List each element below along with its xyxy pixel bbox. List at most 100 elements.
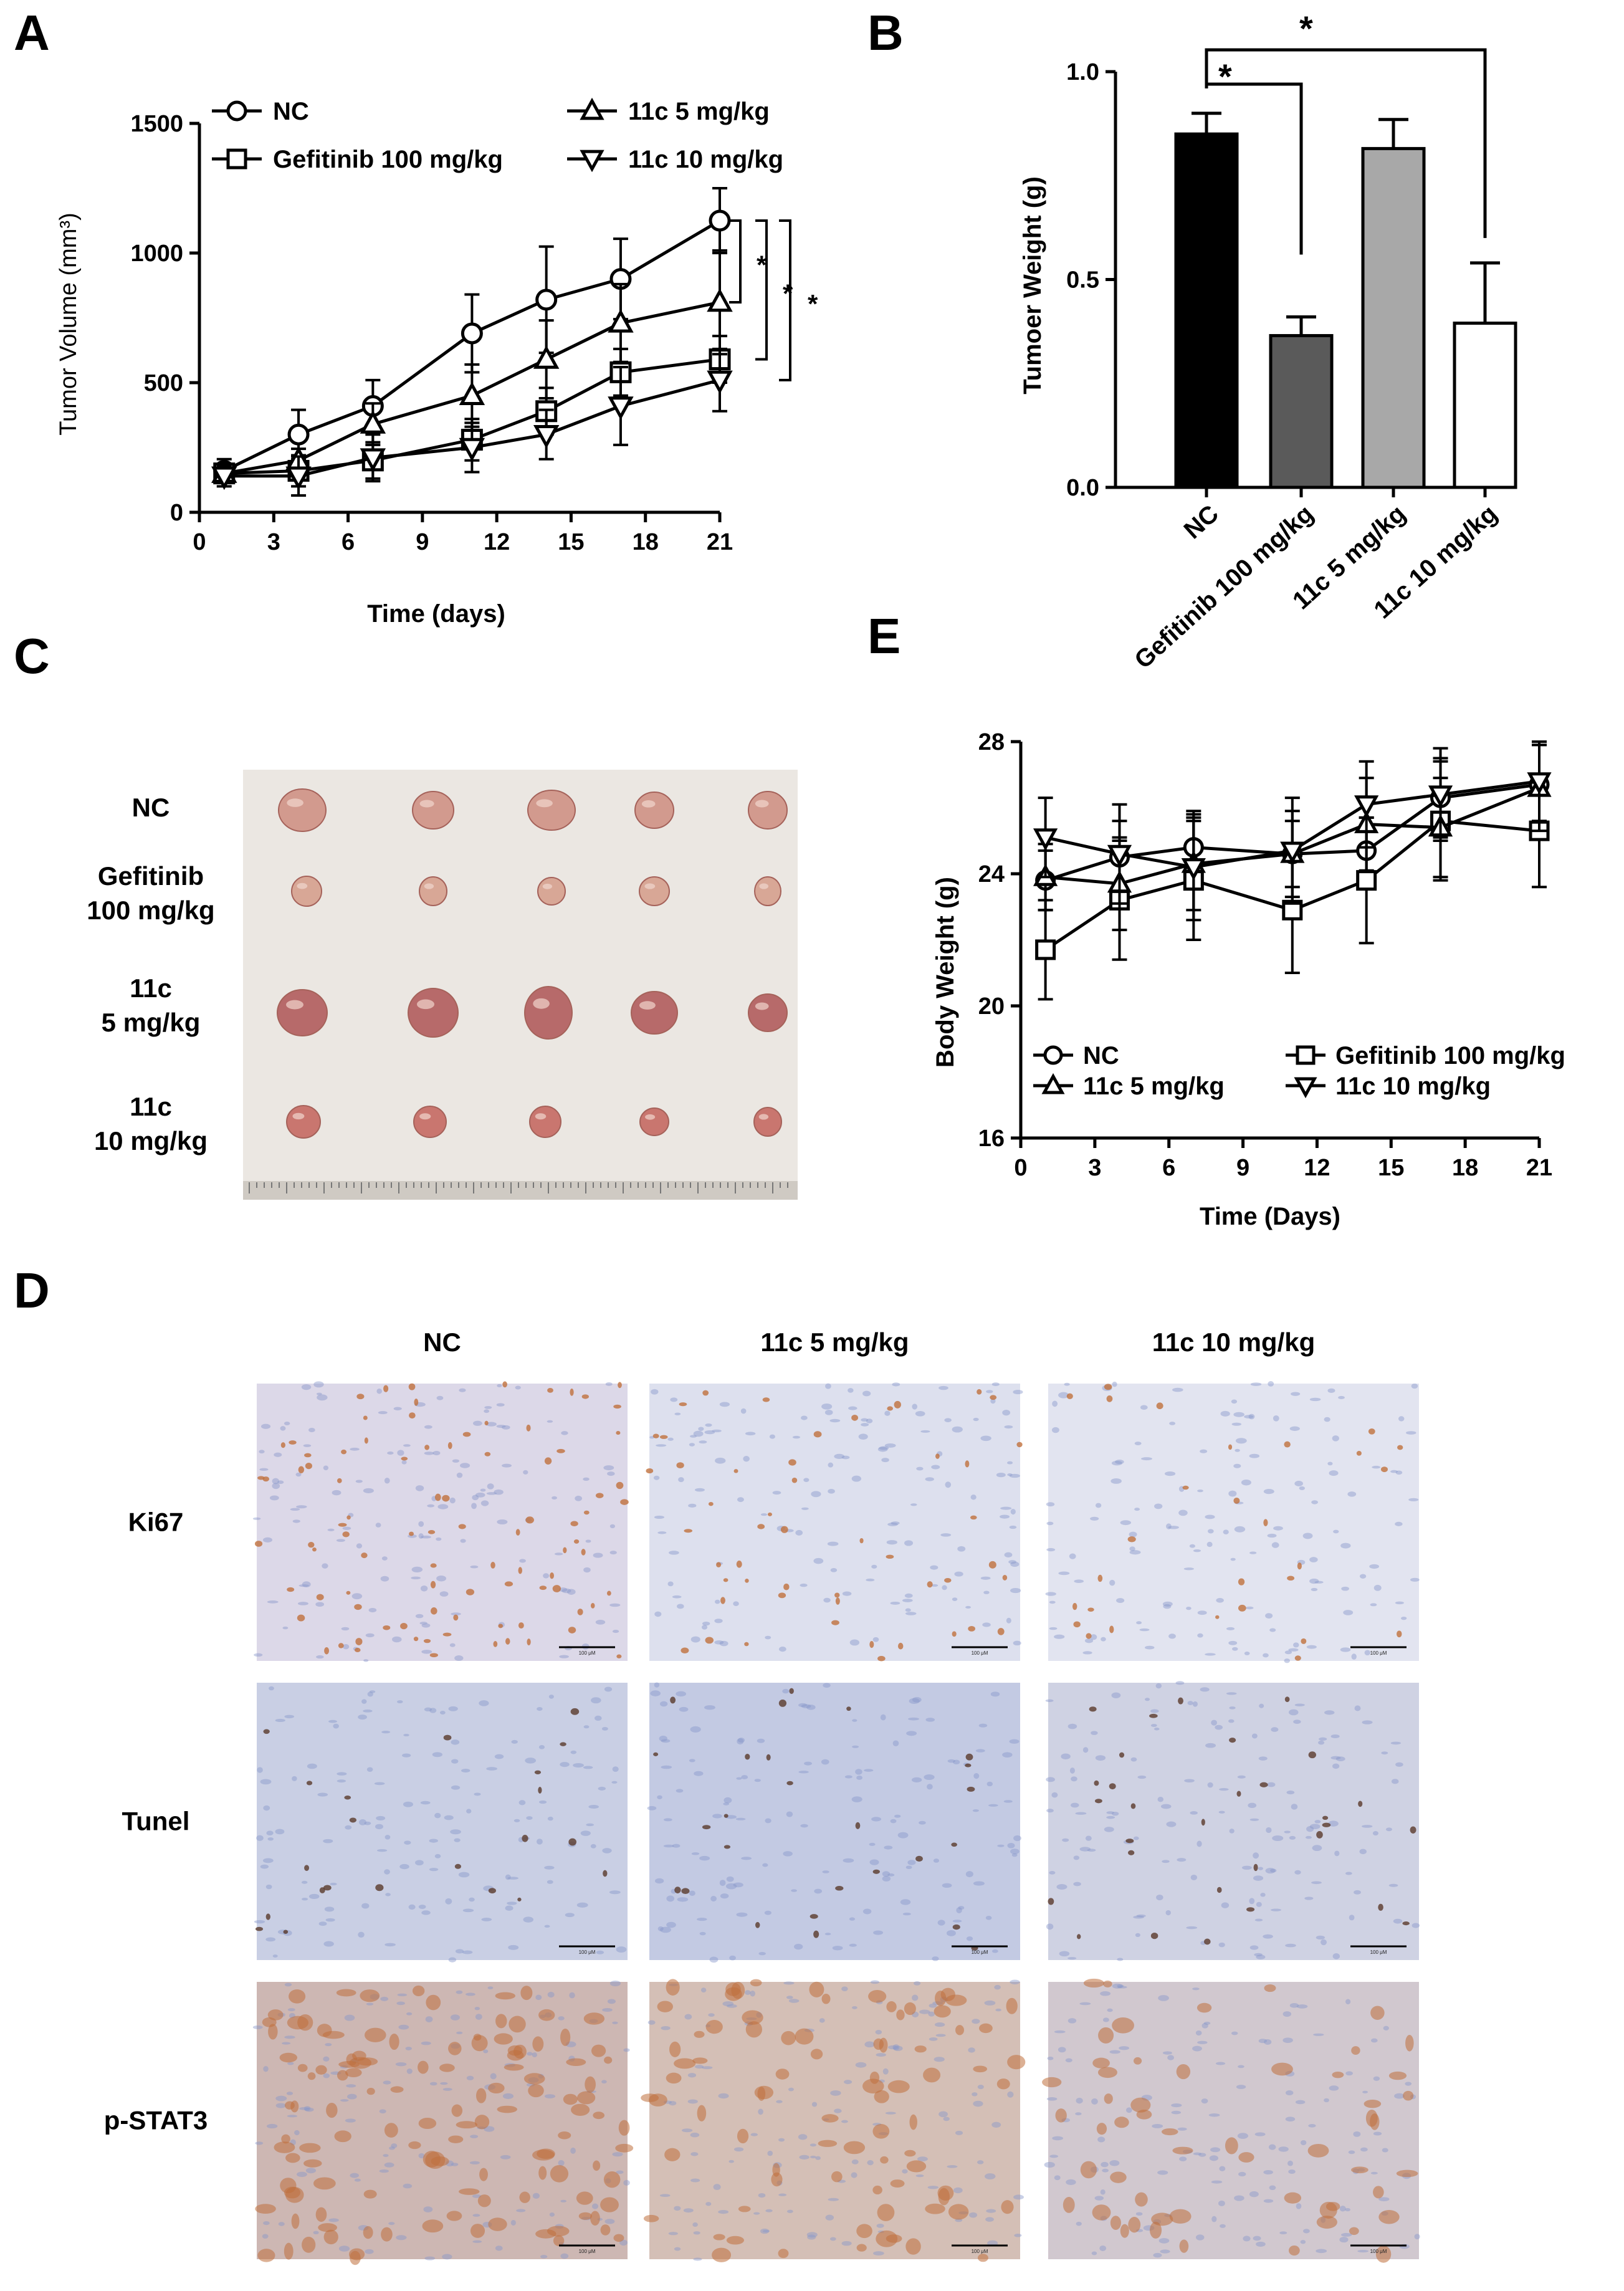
ihc-nucleus — [421, 2041, 431, 2045]
significance-bracket — [755, 219, 768, 361]
ihc-stain — [705, 1637, 714, 1644]
ihc-nucleus — [973, 1881, 985, 1886]
ihc-nucleus — [1209, 2155, 1218, 2161]
ihc-stain — [702, 1390, 709, 1396]
ihc-nucleus — [821, 1403, 833, 1410]
significance-bracket — [1205, 48, 1487, 238]
ihc-stain — [887, 2080, 910, 2093]
ihc-stain — [786, 1781, 793, 1786]
ihc-nucleus — [267, 1600, 279, 1604]
ihc-nucleus — [1106, 1815, 1115, 1819]
ihc-nucleus — [316, 1392, 322, 1395]
ihc-nucleus — [1049, 1600, 1056, 1604]
ihc-nucleus — [824, 1410, 833, 1415]
chartE-data-point — [1527, 772, 1552, 795]
ihc-stain — [955, 2025, 964, 2035]
ihc-stain — [381, 2227, 393, 2242]
ihc-stain — [581, 1394, 589, 1399]
ihc-stain — [877, 1655, 886, 1662]
ihc-nucleus — [472, 2240, 482, 2243]
ihc-stain — [862, 2078, 884, 2094]
tumor-weight-bars — [1174, 112, 1517, 489]
tumor-sample — [634, 792, 674, 829]
ihc-nucleus — [1223, 1529, 1229, 1535]
tumor-highlight — [639, 1001, 656, 1010]
chartA-data-point — [360, 410, 386, 434]
ihc-nucleus — [547, 1420, 553, 1423]
ihc-stain — [279, 2052, 298, 2063]
ihc-stain — [497, 2105, 517, 2113]
ihc-stain — [422, 2219, 444, 2233]
ihc-nucleus — [778, 1647, 786, 1652]
tumor-sample — [537, 877, 566, 906]
ihc-stain — [604, 2056, 613, 2064]
ihc-nucleus — [1266, 1827, 1272, 1834]
ihc-nucleus — [693, 1430, 704, 1437]
ihc-nucleus — [511, 1739, 518, 1744]
ihc-nucleus — [544, 1925, 550, 1928]
ihc-nucleus — [1340, 1542, 1351, 1549]
ihc-nucleus — [1084, 1638, 1094, 1643]
ihc-nucleus — [1120, 1520, 1132, 1526]
ihc-nucleus — [294, 2130, 300, 2136]
ihc-nucleus — [308, 1893, 320, 1900]
ihc-nucleus — [990, 1398, 996, 1404]
ihc-stain — [476, 2088, 487, 2103]
ihc-stain — [1373, 2186, 1384, 2199]
ihc-stain — [341, 1449, 347, 1455]
ihc-nucleus — [1137, 1775, 1147, 1779]
ihc-stain — [262, 2017, 277, 2027]
ihc-nucleus — [1286, 1791, 1295, 1795]
ihc-stain — [257, 2249, 275, 2262]
ihc-nucleus — [363, 1659, 369, 1662]
ihc-stain — [390, 2086, 404, 2093]
ihc-nucleus — [458, 1872, 470, 1878]
ihc-nucleus — [1145, 1645, 1155, 1650]
ihc-nucleus — [1139, 1628, 1150, 1632]
ihc-nucleus — [424, 1425, 432, 1429]
ihc-stain — [479, 2168, 488, 2181]
ihc-nucleus — [1135, 2212, 1143, 2216]
ihc-nucleus — [1313, 2033, 1324, 2036]
body-weight-y-axis-label: Body Weight (g) — [932, 877, 959, 1068]
ihc-nucleus — [782, 1688, 790, 1694]
ihc-nucleus — [927, 1784, 933, 1790]
tumor-sample — [413, 1106, 447, 1138]
ihc-nucleus — [1109, 2160, 1120, 2166]
ihc-nucleus — [510, 2219, 516, 2226]
ihc-nucleus — [855, 2062, 867, 2068]
ihc-stain — [538, 2009, 555, 2021]
ihc-nucleus — [424, 1452, 434, 1455]
ihc-nucleus — [1348, 2150, 1355, 2155]
ihc-nucleus — [908, 1717, 919, 1721]
ihc-nucleus — [932, 1956, 939, 1961]
ihc-nucleus — [1378, 2197, 1390, 2202]
chartE-data-point — [1181, 858, 1206, 881]
ihc-nucleus — [1324, 1417, 1330, 1422]
ihc-nucleus — [347, 2093, 357, 2100]
ihc-nucleus — [1162, 2051, 1172, 2055]
ihc-nucleus — [887, 1873, 895, 1877]
chartA-data-point — [211, 466, 237, 490]
ihc-nucleus — [1311, 1881, 1322, 1885]
ihc-stain — [1086, 1633, 1092, 1639]
ihc-nucleus — [1091, 2098, 1098, 2105]
tumor-sample — [277, 989, 328, 1036]
ihc-nucleus — [965, 1605, 972, 1609]
ihc-nucleus — [654, 1515, 665, 1519]
ihc-nucleus — [1197, 1633, 1203, 1638]
ihc-stain — [426, 1994, 441, 2011]
ihc-nucleus — [1044, 2161, 1055, 2168]
ihc-stain — [350, 2250, 361, 2265]
chartA-y-tick-label: 0 — [170, 500, 183, 526]
ihc-stain — [312, 1547, 317, 1552]
scale-bar-label: 100 μM — [972, 1949, 988, 1955]
ihc-stain — [1264, 1984, 1276, 1992]
ihc-nucleus — [1349, 1915, 1355, 1921]
ihc-nucleus — [296, 1505, 307, 1509]
ihc-nucleus — [1102, 2017, 1109, 2022]
chartE-x-tick-label: 18 — [1452, 1155, 1478, 1181]
ihc-stain — [547, 1388, 553, 1393]
ihc-stain — [583, 1510, 590, 1515]
